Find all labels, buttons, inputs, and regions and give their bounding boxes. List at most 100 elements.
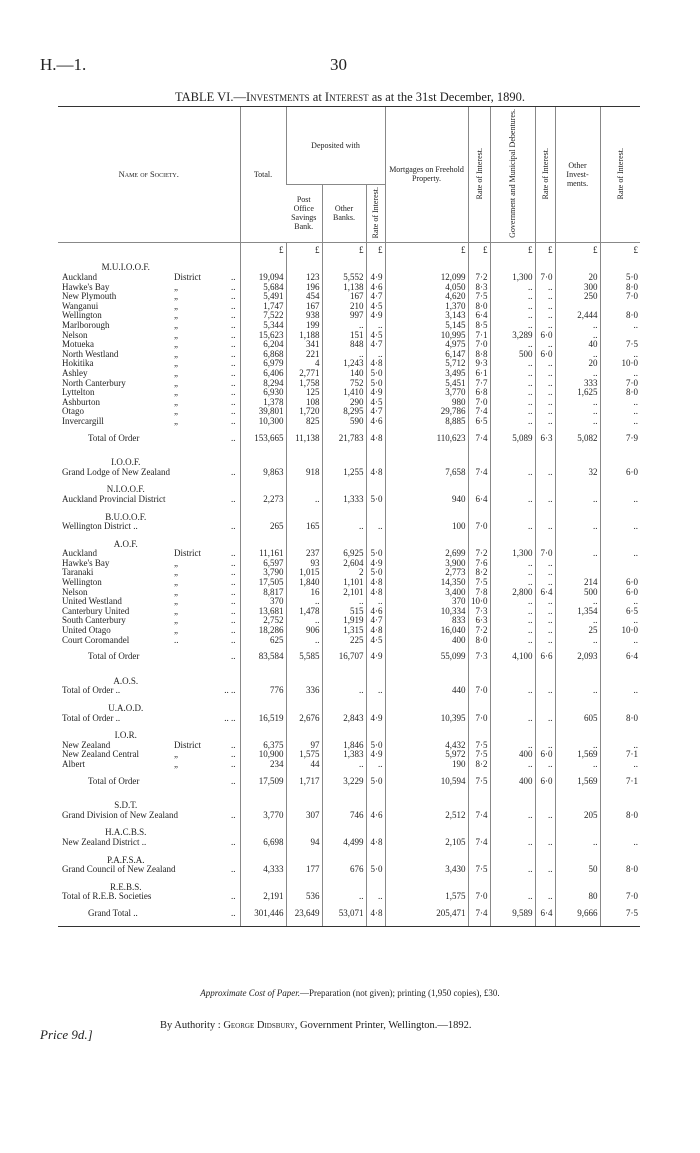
name-box: South Canterbury „.. [62, 616, 238, 626]
value-cell: 190 [384, 759, 469, 770]
value-cell: .. [489, 467, 536, 478]
leader-dots: .. [231, 387, 236, 398]
empty-cell [365, 450, 386, 468]
value-cell: 3,289 [489, 330, 536, 341]
value-cell: 7,522 [239, 311, 286, 322]
value-cell: 8,817 [239, 587, 286, 598]
leader-dots: .. [231, 415, 236, 426]
value-cell: 5,972 [384, 750, 469, 760]
value-cell: 199 [285, 320, 322, 331]
value-cell: 5,585 [285, 645, 322, 669]
society-row: North Canterbury „.. 8,294 1,758 752 5·0 5,451… [58, 378, 641, 389]
value-cell: .. [489, 810, 536, 821]
value-cell: 7·2 [467, 549, 491, 559]
value-cell: .. [599, 635, 641, 646]
value-cell: .. [554, 349, 601, 360]
value-cell: 7·1 [599, 750, 641, 760]
value-cell: 15,623 [239, 330, 286, 341]
value-cell: 8·0 [599, 713, 641, 724]
units-row: £ £ £ £ £ £ £ £ £ £ [58, 242, 641, 256]
leader-dots: .. [231, 367, 236, 378]
empty-cell [285, 450, 322, 468]
value-cell: 7·4 [467, 810, 491, 821]
value-cell: .. [599, 494, 641, 505]
name-box: Ashley „.. [62, 367, 238, 379]
empty-cell [365, 668, 386, 687]
value-cell: .. [534, 616, 556, 627]
value-cell: 53,071 [321, 901, 366, 927]
ditto: „ [174, 596, 178, 607]
value-cell [599, 558, 641, 569]
value-cell: 5·0 [365, 378, 386, 389]
value-cell: 12,099 [384, 272, 469, 283]
empty-cell [321, 874, 366, 893]
section-heading: A.O.F. [113, 538, 138, 549]
society-name: Wellington District .. [62, 521, 138, 532]
value-cell: 5,684 [239, 282, 286, 293]
society-name: Otago [62, 406, 84, 417]
value-cell: 7·1 [599, 769, 641, 794]
value-cell: 237 [285, 549, 322, 559]
empty-cell [554, 723, 601, 741]
name-box: Grand Division of New Zealand.. [62, 810, 238, 821]
empty-cell [321, 477, 366, 495]
society-name: Hawke's Bay [62, 557, 110, 568]
value-cell: 17,505 [239, 577, 286, 588]
value-cell [554, 301, 601, 312]
value-cell: 4·7 [365, 407, 386, 417]
value-cell: 776 [239, 686, 286, 697]
leader-dots: .. [231, 320, 236, 331]
society-name: New Plymouth [62, 291, 117, 302]
name-cell: Canterbury United „.. [58, 606, 240, 617]
name-box: Total of R.E.B. Societies.. [62, 892, 238, 902]
section-heading: B.U.O.O.F. [105, 511, 147, 522]
section-heading-row: R.E.B.S. [58, 874, 641, 893]
empty-cell [554, 874, 601, 893]
value-cell: 6,375 [239, 740, 286, 751]
value-cell: .. [534, 759, 556, 770]
value-cell: .. [321, 320, 366, 331]
value-cell: 1,575 [285, 750, 322, 760]
value-cell: .. [599, 837, 641, 848]
ditto: „ [174, 415, 178, 426]
value-cell: 83,584 [239, 645, 286, 669]
value-cell: 5·0 [599, 272, 641, 283]
section-heading-row: I.O.R. [58, 723, 641, 741]
empty-cell [489, 723, 536, 741]
name-cell: Grand Total .... [58, 901, 240, 927]
value-cell: 5,344 [239, 320, 286, 331]
value-cell: 6·4 [599, 645, 641, 669]
value-cell: 165 [285, 522, 322, 532]
value-cell: 6,147 [384, 349, 469, 360]
empty-cell [384, 504, 469, 523]
value-cell: 7·1 [467, 330, 491, 341]
value-cell: 6,925 [321, 549, 366, 559]
value-cell: 5,451 [384, 378, 469, 389]
value-cell: 2 [321, 568, 366, 579]
value-cell: .. [489, 713, 536, 724]
value-cell: 210 [321, 301, 366, 312]
value-cell: 3,430 [384, 865, 469, 875]
society-row: Total of Order .... .. 16,519 2,676 2,843 4·… [58, 712, 641, 724]
leader-dots: .. [231, 739, 236, 750]
column-header: Mortgages on Freehold Property. [384, 106, 469, 243]
value-cell: 110,623 [384, 426, 469, 451]
name-cell: Court Coromandel.... [58, 634, 240, 646]
value-cell: .. [321, 522, 366, 532]
value-cell: 4·9 [365, 713, 386, 724]
empty-cell [467, 874, 491, 893]
ditto: „ [174, 567, 178, 578]
ditto: .. [174, 634, 179, 645]
value-cell: .. [534, 282, 556, 293]
value-cell: 100 [384, 522, 469, 532]
ditto: „ [174, 586, 178, 597]
society-name: Hokitika [62, 358, 94, 369]
name-cell: Motueka „.. [58, 340, 240, 350]
name-cell: Total of Order.. [58, 770, 240, 794]
leader-dots: .. .. [224, 712, 236, 723]
leader-dots: .. [231, 396, 236, 407]
leader-dots: .. [231, 567, 236, 578]
value-cell: .. [489, 359, 536, 369]
value-cell: 3,790 [239, 568, 286, 579]
name-box: North Westland „.. [62, 349, 238, 360]
